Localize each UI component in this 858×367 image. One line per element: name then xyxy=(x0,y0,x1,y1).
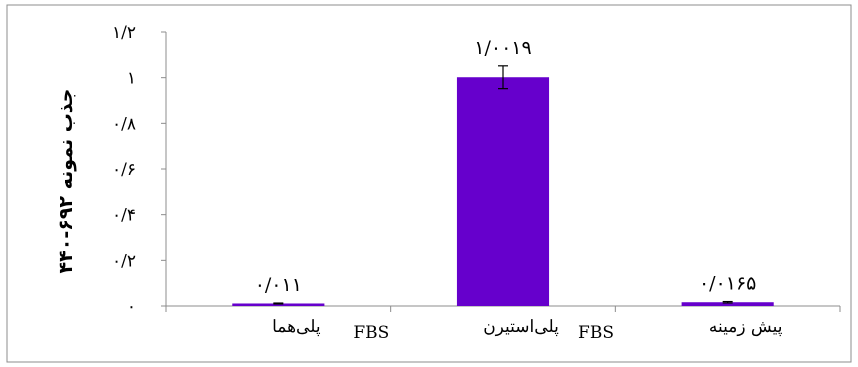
x-tick-label-suffix: FBS xyxy=(353,323,389,343)
y-tick-label: ۱ xyxy=(127,69,136,89)
x-tick-label: پلی‌هما xyxy=(272,317,321,337)
x-axis: پلی‌هما FBS پلی‌استیرن FBS پیش زمینه xyxy=(165,305,841,343)
data-label: ۱/۰۰۱۹ xyxy=(474,37,531,59)
x-tick-label-suffix: FBS xyxy=(578,323,614,343)
bar xyxy=(456,77,550,306)
y-tick-label: ۱/۲ xyxy=(112,23,136,43)
bars xyxy=(232,65,774,306)
y-tick-label: ۰/۴ xyxy=(112,206,136,226)
bar xyxy=(232,303,325,306)
data-label: ۰/۰۱۱ xyxy=(255,274,302,296)
y-tick-label: ۰ xyxy=(127,297,136,317)
x-tick-label: پیش زمینه xyxy=(709,317,783,337)
y-tick-label: ۰/۸ xyxy=(112,114,136,134)
bar xyxy=(681,302,774,306)
chart-frame xyxy=(6,4,852,363)
y-tick-label: ۰/۲ xyxy=(112,251,136,271)
y-axis-label: جذب نمونه ۶۹۲-۴۴۰ xyxy=(55,89,77,274)
y-tick-label: ۰/۶ xyxy=(112,160,136,180)
x-tick-label: پلی‌استیرن xyxy=(483,317,559,337)
data-labels: ۰/۰۱۱ ۱/۰۰۱۹ ۰/۰۱۶۵ xyxy=(255,37,757,296)
data-label: ۰/۰۱۶۵ xyxy=(699,273,756,295)
y-axis: ۰ ۰/۲ ۰/۴ ۰/۶ ۰/۸ ۱ ۱/۲ xyxy=(112,23,167,317)
